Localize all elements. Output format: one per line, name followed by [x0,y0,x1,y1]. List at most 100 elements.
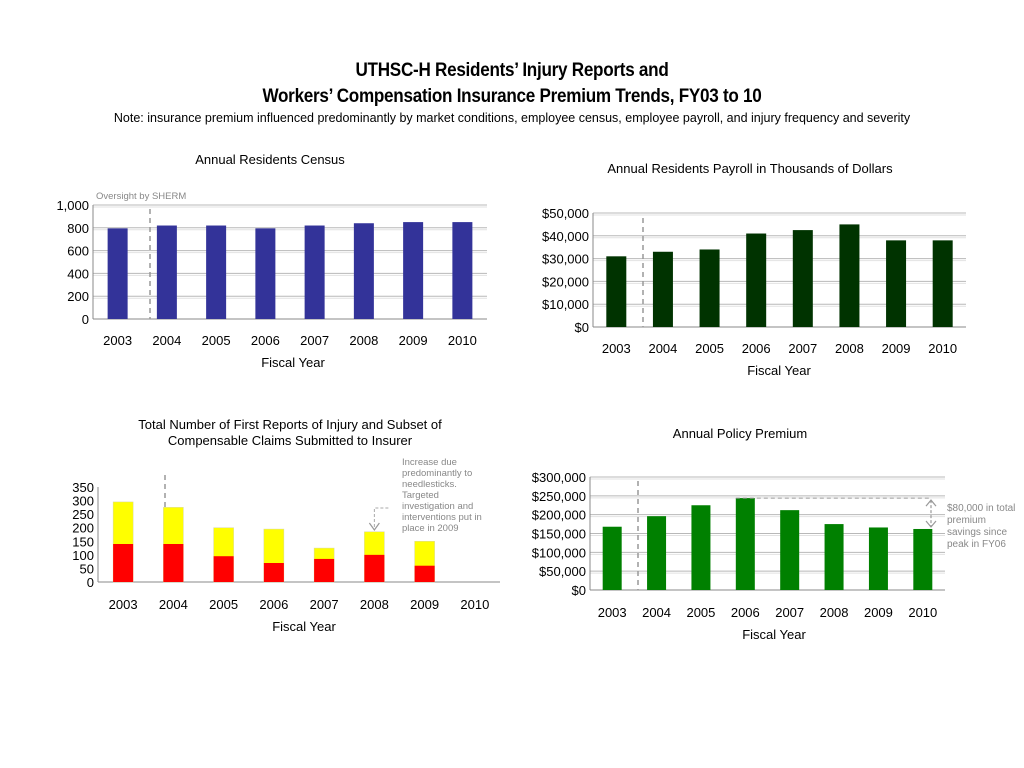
census-xtick-label: 2003 [103,333,132,348]
premium-bar [602,526,622,590]
injury-bar-claims [364,554,385,582]
premium-ytick-label: $50,000 [539,564,586,579]
injury-x-axis-label: Fiscal Year [272,619,336,634]
census-xtick-label: 2008 [349,333,378,348]
census-bar [255,228,276,319]
payroll-ytick-label: $0 [575,320,589,335]
census-xtick-label: 2005 [202,333,231,348]
injury-ytick-label: 200 [72,521,94,536]
premium-xtick-label: 2006 [731,605,760,620]
injury-bar-claims [314,558,335,582]
premium-xtick-label: 2009 [864,605,893,620]
census-x-axis-label: Fiscal Year [261,355,325,370]
injury-bar-claims [263,563,284,582]
census-xtick-label: 2004 [152,333,181,348]
premium-xtick-label: 2007 [775,605,804,620]
premium-ytick-label: $0 [572,583,586,598]
injury-bar-claims [213,556,234,582]
census-bar [304,225,325,319]
premium-bar [647,516,667,590]
census-ytick-label: 0 [82,312,89,327]
premium-bar [824,524,844,590]
census-bar [353,223,374,319]
payroll-xtick-label: 2005 [695,341,724,356]
payroll-ytick-label: $30,000 [542,252,589,267]
injury-bar-claims [113,544,134,582]
payroll-bar [886,240,907,327]
injury-ytick-label: 50 [80,561,94,576]
census-chart-title: Annual Residents Census [195,152,345,167]
injury-xtick-label: 2008 [360,597,389,612]
injury-ytick-label: 150 [72,534,94,549]
injury-annotation-arrow [373,507,389,529]
premium-ytick-label: $300,000 [532,470,586,485]
payroll-ytick-label: $50,000 [542,206,589,221]
injury-annotation-arrowhead [368,522,380,532]
injury-xtick-label: 2006 [259,597,288,612]
premium-bar [735,498,755,590]
premium-xtick-label: 2010 [908,605,937,620]
census-ytick-label: 800 [67,221,89,236]
premium-xtick-label: 2003 [598,605,627,620]
payroll-xtick-label: 2006 [742,341,771,356]
payroll-ytick-label: $20,000 [542,274,589,289]
premium-x-axis-label: Fiscal Year [742,627,806,642]
census-xtick-label: 2010 [448,333,477,348]
payroll-x-axis-label: Fiscal Year [747,363,811,378]
injury-ytick-label: 250 [72,507,94,522]
premium-ytick-label: $200,000 [532,508,586,523]
payroll-bar [792,230,813,327]
payroll-ytick-label: $10,000 [542,297,589,312]
injury-ytick-label: 100 [72,548,94,563]
census-bar [403,222,424,319]
injury-bar-claims [414,565,435,582]
census-ytick-label: 600 [67,244,89,259]
payroll-xtick-label: 2010 [928,341,957,356]
page-title-line2: Workers’ Compensation Insurance Premium … [262,86,762,107]
injury-ytick-label: 350 [72,480,94,495]
payroll-xtick-label: 2003 [602,341,631,356]
payroll-xtick-label: 2007 [788,341,817,356]
payroll-ytick-label: $40,000 [542,229,589,244]
census-bar [206,225,227,319]
premium-chart-title: Annual Policy Premium [673,426,807,441]
census-xtick-label: 2006 [251,333,280,348]
payroll-bar [839,224,860,327]
payroll-xtick-label: 2004 [648,341,677,356]
census-ytick-label: 1,000 [56,198,89,213]
payroll-xtick-label: 2008 [835,341,864,356]
premium-ytick-label: $250,000 [532,489,586,504]
census-bar [107,228,128,319]
premium-ytick-label: $150,000 [532,527,586,542]
page-title-line1: UTHSC-H Residents’ Injury Reports and [355,60,669,81]
premium-xtick-label: 2005 [686,605,715,620]
premium-bar [913,528,933,590]
injury-xtick-label: 2007 [310,597,339,612]
premium-annotation: $80,000 in total premium savings since p… [947,503,1016,550]
census-bar [156,225,177,319]
premium-arrowhead-down [925,520,937,528]
premium-bar [780,510,800,590]
premium-xtick-label: 2008 [820,605,849,620]
injury-xtick-label: 2010 [460,597,489,612]
injury-xtick-label: 2003 [109,597,138,612]
payroll-chart-title: Annual Residents Payroll in Thousands of… [607,161,893,176]
premium-arrowhead-up [925,499,937,507]
injury-bar-claims [163,544,184,582]
injury-xtick-label: 2005 [209,597,238,612]
injury-chart-title-line: Compensable Claims Submitted to Insurer [168,433,413,448]
payroll-bar [699,249,720,327]
census-xtick-label: 2009 [399,333,428,348]
injury-annotation: Increase due predominantly to needlestic… [402,457,482,534]
payroll-bar [652,251,673,327]
premium-ytick-label: $100,000 [532,545,586,560]
injury-ytick-label: 0 [87,575,94,590]
payroll-bar [746,233,767,327]
injury-xtick-label: 2009 [410,597,439,612]
page-note: Note: insurance premium influenced predo… [113,111,911,125]
payroll-xtick-label: 2009 [882,341,911,356]
payroll-bar [932,240,953,327]
injury-ytick-label: 300 [72,494,94,509]
census-ytick-label: 200 [67,289,89,304]
